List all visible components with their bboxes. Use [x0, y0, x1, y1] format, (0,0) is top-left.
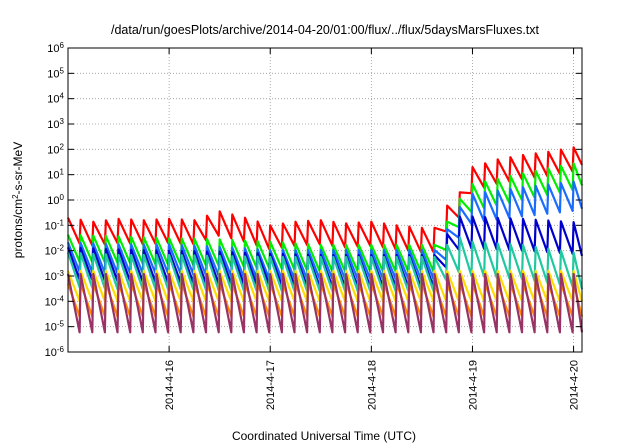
- x-tick-label: 2014-4-17: [265, 360, 277, 410]
- y-tick-label: 105: [47, 66, 64, 81]
- y-tick-label: 101: [47, 167, 64, 182]
- x-tick-label: 2014-4-20: [569, 360, 581, 410]
- ticks: [68, 47, 582, 353]
- series-group: [66, 146, 584, 334]
- chart-title: /data/run/goesPlots/archive/2014-04-20/0…: [111, 23, 540, 37]
- y-axis-label: protons/cm2-s-sr-MeV: [11, 142, 26, 258]
- y-tick-label: 10-4: [45, 294, 65, 309]
- y-tick-label: 10-3: [45, 269, 65, 284]
- x-tick-label: 2014-4-16: [164, 360, 176, 410]
- y-tick-label: 100: [47, 193, 64, 208]
- series-line-8: [66, 272, 584, 334]
- y-tick-label: 102: [47, 142, 64, 157]
- y-tick-label: 10-5: [45, 319, 65, 334]
- y-tick-label: 10-2: [45, 243, 65, 258]
- y-tick-label: 10-6: [45, 345, 65, 360]
- x-tick-label: 2014-4-19: [467, 360, 479, 410]
- y-tick-label: 103: [47, 117, 64, 132]
- y-tick-label: 104: [47, 91, 64, 106]
- y-tick-labels: 10-6 10-5 10-4 10-3 10-2 10-1 100 101 102 103 104 1…: [45, 41, 65, 360]
- x-tick-labels: 2014-4-16 2014-4-17 2014-4-18 2014-4-19 2014…: [164, 360, 580, 410]
- y-tick-label: 106: [47, 41, 64, 56]
- x-tick-label: 2014-4-18: [366, 360, 378, 410]
- series-line-1: [66, 146, 583, 253]
- y-tick-label: 10-1: [45, 218, 65, 233]
- x-axis-label: Coordinated Universal Time (UTC): [232, 429, 416, 443]
